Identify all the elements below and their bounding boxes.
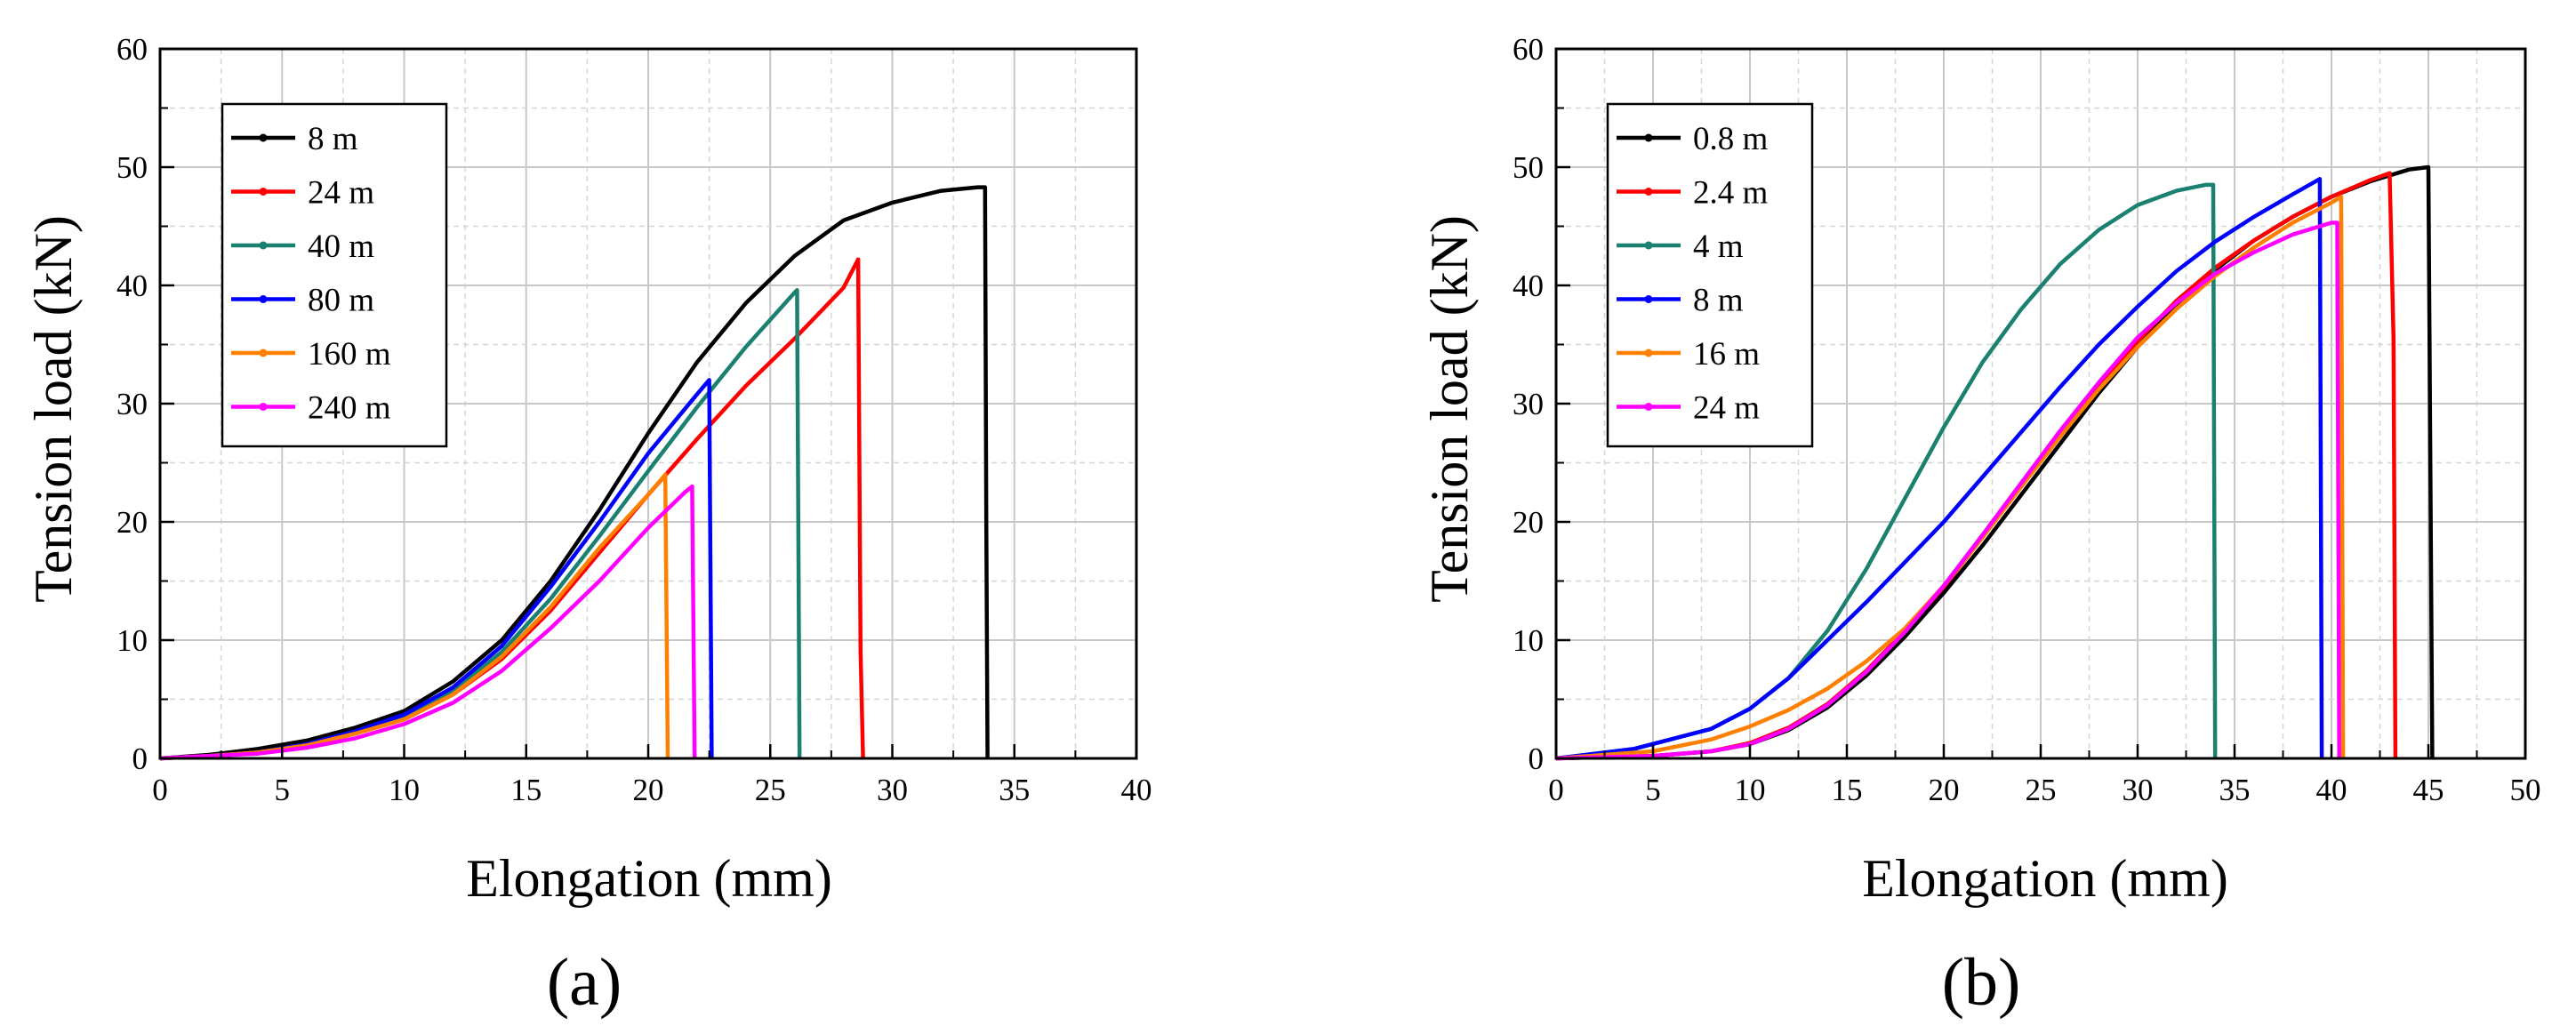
legend-marker [259,133,268,142]
x-tick-label: 10 [389,773,420,807]
x-tick-label: 30 [2123,773,2154,807]
y-axis-title-a: Tension load (kN) [24,215,83,603]
y-tick-label: 30 [116,387,148,421]
x-tick-label: 50 [2510,773,2541,807]
series-line-8-m [1555,177,2324,761]
legend-marker [259,188,268,196]
legend-marker [259,295,268,303]
x-tick-label: 20 [633,773,664,807]
legend-marker [259,241,268,250]
ticks-b: 0 5 10 15 20 25 30 35 40 45 50 0 10 20 30 40 50 60 [1513,32,2541,807]
legend-marker [1644,349,1653,357]
legend-label: 80 m [308,283,374,319]
legend-marker [1644,241,1653,250]
legend-box [1606,102,1814,448]
chart-panel-a: 0 5 10 15 20 25 30 35 40 0 10 20 30 40 50 60 8 m 24 m 40 … [24,32,1152,1020]
legend-marker [1644,295,1653,303]
x-tick-label: 0 [1548,773,1564,807]
legend-label: 24 m [1693,390,1760,427]
legend-label: 4 m [1693,228,1744,265]
series-line-8-m [159,185,990,761]
legend-marker [1644,188,1653,196]
panel-label-a: (a) [547,945,622,1020]
y-axis-title-b: Tension load (kN) [1420,215,1479,603]
ticks-a: 0 5 10 15 20 25 30 35 40 0 10 20 30 40 50 60 [116,32,1152,807]
x-tick-label: 45 [2413,773,2444,807]
y-tick-label: 0 [132,741,148,776]
legend-label: 2.4 m [1693,175,1769,212]
x-axis-title-b: Elongation (mm) [1862,849,2228,908]
x-tick-label: 15 [510,773,542,807]
x-tick-label: 40 [2316,773,2347,807]
legend-label: 40 m [308,228,374,265]
y-tick-label: 50 [116,150,148,185]
legend-marker [1644,403,1653,411]
x-tick-label: 5 [1645,773,1661,807]
series-group-b [1555,164,2435,761]
x-tick-label: 35 [999,773,1030,807]
legend-label: 240 m [308,390,391,427]
y-tick-label: 20 [116,505,148,540]
legend-marker [259,403,268,411]
series-line-16-m [1555,195,2346,761]
y-tick-label: 0 [1529,741,1545,776]
x-tick-label: 5 [275,773,291,807]
x-tick-label: 35 [2219,773,2251,807]
legend-label: 24 m [308,175,374,212]
x-tick-label: 20 [1929,773,1960,807]
x-tick-label: 10 [1735,773,1766,807]
legend-label: 8 m [308,121,358,157]
x-tick-label: 40 [1121,773,1152,807]
panel-label-b: (b) [1942,945,2021,1020]
series-line-240-m [159,484,697,761]
chart-panel-b: 0 5 10 15 20 25 30 35 40 45 50 0 10 20 30 40 50 60 0.8 m 2… [1420,32,2541,1020]
y-tick-label: 30 [1513,387,1544,421]
legend-box [221,102,448,448]
x-tick-label: 25 [755,773,786,807]
legend-label: 160 m [308,336,391,373]
legend-a: 8 m 24 m 40 m 80 m 160 m 240 m [221,102,448,448]
y-tick-label: 20 [1513,505,1544,540]
legend-label: 8 m [1693,283,1744,319]
x-tick-label: 0 [152,773,168,807]
y-tick-label: 60 [116,32,148,67]
x-axis-title-a: Elongation (mm) [466,849,832,908]
y-tick-label: 50 [1513,150,1544,185]
y-tick-label: 10 [1513,623,1544,658]
legend-marker [259,349,268,357]
y-tick-label: 40 [1513,269,1544,303]
y-tick-label: 40 [116,269,148,303]
series-line-24-m [1555,220,2341,761]
y-tick-label: 10 [116,623,148,658]
x-tick-label: 25 [2026,773,2057,807]
grid-a [160,49,1136,758]
series-line-160-m [159,472,670,761]
y-tick-label: 60 [1513,32,1544,67]
x-tick-label: 30 [877,773,908,807]
x-tick-label: 15 [1832,773,1863,807]
legend-label: 16 m [1693,336,1760,373]
legend-marker [1644,133,1653,142]
legend-b: 0.8 m 2.4 m 4 m 8 m 16 m 24 m [1606,102,1814,448]
legend-label: 0.8 m [1693,121,1769,157]
